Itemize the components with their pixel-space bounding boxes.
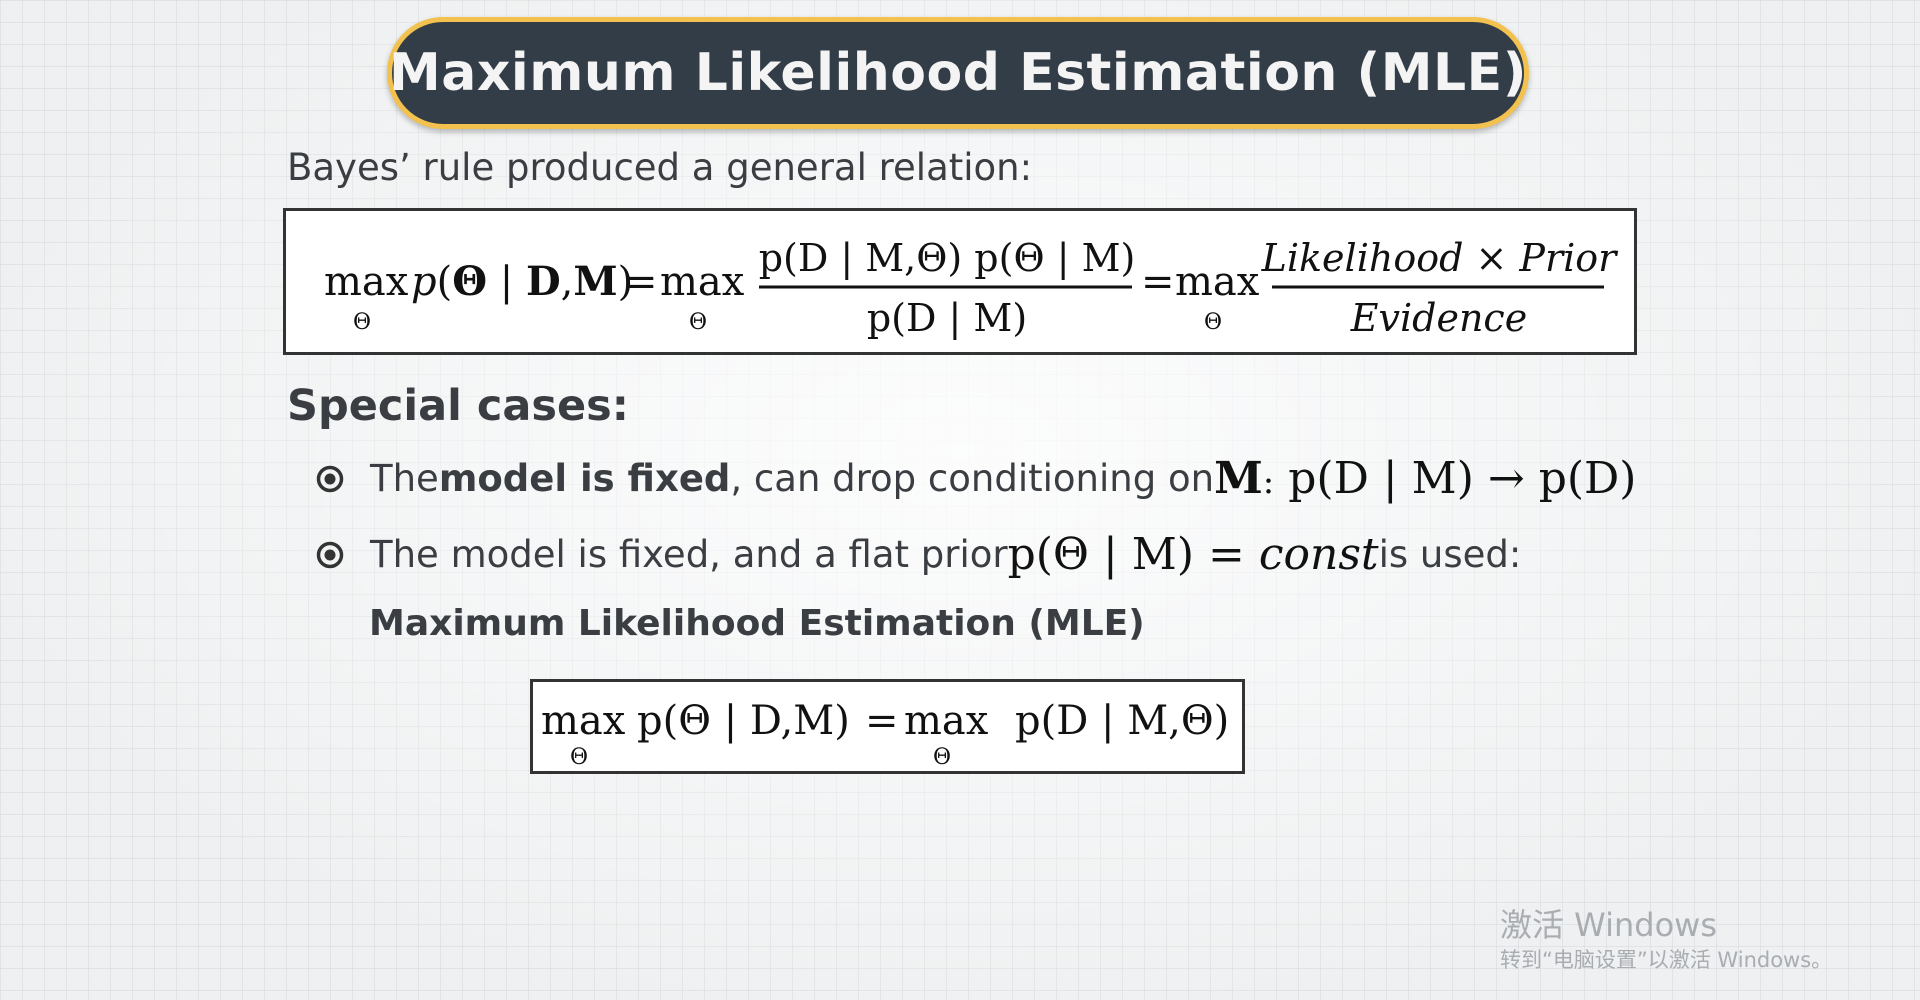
mle-max-operator: max (541, 698, 626, 744)
title-banner: Maximum Likelihood Estimation (MLE) (387, 17, 1529, 129)
max-subscript-3: Θ (1204, 310, 1222, 335)
max-operator: max (324, 259, 409, 305)
mle-rhs: p(D | M,Θ) (1015, 698, 1229, 744)
mle-max-operator-2: max (904, 698, 989, 744)
case-2-text: The model is fixed, and a flat prior (370, 533, 1008, 576)
max-operator-3: max (1175, 259, 1260, 305)
case-1-math: M: p(D | M) → p(D) (1214, 453, 1637, 504)
bayes-formula: max Θ p(Θ | D,M) = max Θ p(D | M,Θ) p(Θ … (324, 236, 1620, 340)
max-subscript-2: Θ (689, 310, 707, 335)
mle-formula-box: max Θ p(Θ | D,M) = max Θ p(D | M,Θ) (530, 679, 1245, 774)
lhs-posterior: p(Θ | D,M) (411, 258, 633, 305)
radio-bullet-icon (316, 541, 344, 568)
intro-text: Bayes’ rule produced a general relation: (287, 146, 1033, 189)
watermark-title: 激活 Windows (1500, 906, 1718, 944)
mle-max-subscript-2: Θ (933, 745, 951, 770)
max-subscript: Θ (353, 310, 371, 335)
windows-activation-watermark: 激活 Windows 转到“电脑设置”以激活 Windows。 (1500, 905, 1832, 975)
equals-sign-2: = (1141, 259, 1175, 305)
evidence-text: Evidence (1350, 296, 1527, 340)
case-1-post: , can drop conditioning on (730, 457, 1215, 500)
equals-sign-1: = (624, 259, 658, 305)
max-operator-2: max (660, 259, 745, 305)
mle-label: Maximum Likelihood Estimation (MLE) (369, 603, 1145, 644)
special-case-item-1: The model is fixed , can drop conditioni… (316, 453, 1636, 504)
special-cases-heading: Special cases: (287, 381, 629, 431)
case-2-post: is used: (1378, 533, 1522, 576)
radio-bullet-icon (316, 465, 344, 492)
fraction-denominator: p(D | M) (867, 296, 1027, 340)
bayes-formula-box: max Θ p(Θ | D,M) = max Θ p(D | M,Θ) p(Θ … (283, 208, 1637, 355)
watermark-subtitle: 转到“电脑设置”以激活 Windows。 (1500, 948, 1833, 972)
mle-lhs: p(Θ | D,M) (637, 698, 850, 744)
mle-formula: max Θ p(Θ | D,M) = max Θ p(D | M,Θ) (541, 698, 1229, 770)
mle-max-subscript: Θ (570, 745, 588, 770)
case-1-bold: model is fixed (438, 457, 731, 500)
fraction-numerator: p(D | M,Θ) p(Θ | M) (759, 236, 1136, 280)
likelihood-prior-text: Likelihood × Prior (1261, 236, 1620, 280)
special-case-item-2: The model is fixed, and a flat prior p(Θ… (316, 529, 1521, 580)
page-title: Maximum Likelihood Estimation (MLE) (389, 43, 1527, 103)
mle-equals: = (865, 698, 899, 744)
case-2-math: p(Θ | M) = const (1007, 529, 1379, 580)
case-1-pre: The (370, 457, 439, 500)
